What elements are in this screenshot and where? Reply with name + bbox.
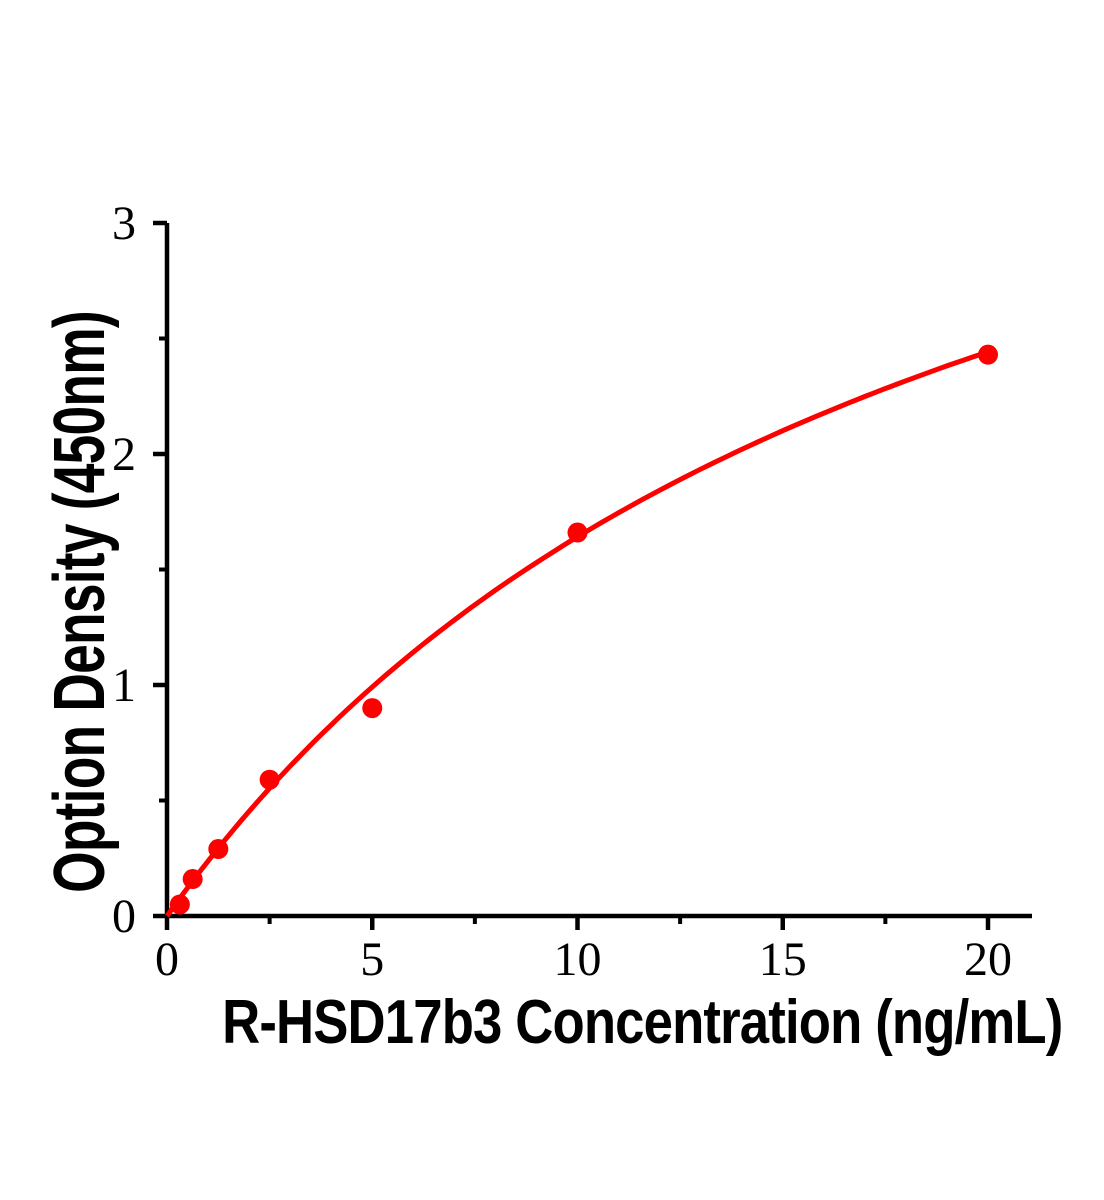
axes: [164, 223, 1032, 919]
x-tick-label: 15: [759, 933, 807, 986]
fit-curve: [164, 349, 989, 918]
y-tick-label: 1: [112, 659, 136, 712]
y-tick-label: 3: [112, 197, 136, 250]
tick-labels: 0 5 10 15 20 0 1 2 3: [112, 197, 1012, 986]
data-point: [169, 894, 190, 915]
fit-curve-layer: [164, 349, 989, 918]
data-points-layer: [169, 344, 998, 915]
y-tick-label: 2: [112, 428, 136, 481]
x-tick-label: 5: [360, 933, 384, 986]
tick-marks: [153, 220, 991, 930]
data-point: [362, 698, 383, 719]
data-point: [208, 839, 229, 860]
x-axis-label: R-HSD17b3 Concentration (ng/mL): [221, 987, 1063, 1057]
x-tick-label: 20: [964, 933, 1012, 986]
data-point: [259, 769, 280, 790]
axis-spines: [164, 223, 1032, 919]
x-tick-label: 0: [155, 933, 179, 986]
y-tick-label: 0: [112, 890, 136, 943]
data-point: [978, 344, 998, 365]
data-point: [182, 869, 203, 890]
y-axis-label: Option Density (450nm): [40, 311, 121, 893]
data-point: [567, 522, 588, 543]
x-tick-label: 10: [554, 933, 602, 986]
